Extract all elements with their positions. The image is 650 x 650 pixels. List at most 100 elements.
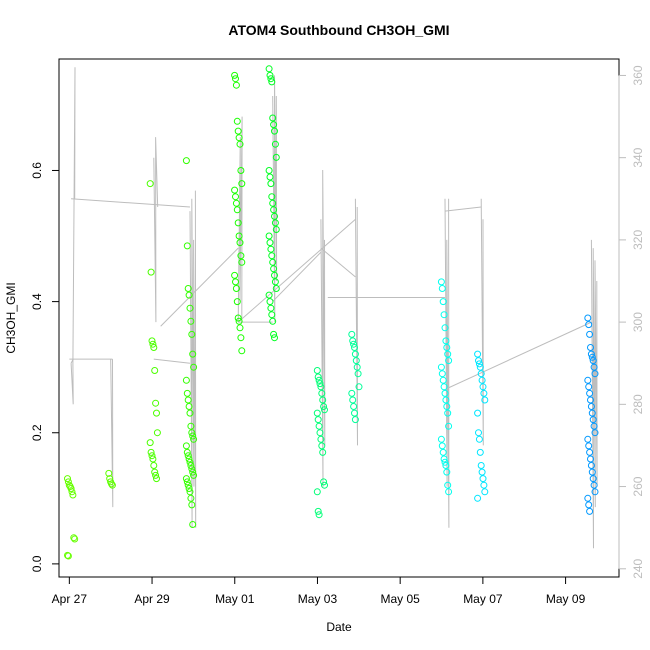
data-point-10-27: [584, 494, 592, 502]
data-point-3-13: [186, 409, 194, 417]
data-point-9-7: [480, 389, 488, 397]
data-point-10-4: [587, 350, 595, 358]
data-point-5-16: [271, 219, 279, 227]
data-point-8-20: [439, 448, 447, 456]
y-axis-label: CH3OH_GMI: [4, 282, 18, 353]
data-point-3-8: [190, 363, 198, 371]
data-point-1-4: [108, 481, 116, 489]
data-point-8-1: [438, 285, 446, 292]
data-point-3-1: [183, 242, 191, 250]
data-point-4-5: [235, 134, 243, 142]
data-point-7-12: [351, 409, 358, 417]
data-point-5-0: [265, 65, 273, 73]
data-point-9-10: [475, 429, 482, 437]
data-point-5-5: [270, 121, 278, 129]
data-point-3-9: [182, 376, 190, 384]
data-point-10-14: [588, 409, 596, 417]
data-point-5-24: [271, 271, 278, 279]
data-point-5-33: [271, 334, 278, 342]
data-point-3-31: [186, 488, 194, 496]
data-point-7-8: [355, 383, 363, 391]
y-axis: 0.0 0.2 0.4 0.6: [30, 162, 60, 572]
data-point-4-13: [234, 219, 242, 227]
data-point-4-8: [238, 180, 246, 188]
data-point-10-28: [585, 501, 593, 509]
data-point-9-5: [478, 376, 486, 384]
data-point-0-2: [65, 481, 73, 489]
data-point-1-0: [105, 469, 113, 477]
data-point-8-2: [439, 298, 447, 306]
data-point-4-15: [236, 239, 244, 247]
data-point-5-21: [268, 252, 276, 260]
data-point-4-11: [232, 199, 240, 207]
secondary-connector-10: [448, 321, 592, 389]
data-point-3-5: [187, 317, 195, 325]
data-point-5-23: [270, 265, 278, 273]
data-point-10-20: [586, 448, 594, 456]
y2-tick-label-3: 300: [631, 312, 645, 332]
data-point-2-6: [152, 399, 160, 407]
secondary-connector-2: [153, 358, 191, 364]
secondary-profile-3: [153, 137, 159, 323]
secondary-connector-5: [237, 218, 356, 323]
data-point-4-18: [231, 271, 239, 279]
data-point-6-5: [318, 389, 326, 397]
data-point-9-18: [474, 494, 482, 502]
y-tick-label-1: 0.2: [30, 424, 44, 441]
secondary-profile-6: [272, 75, 278, 323]
data-point-3-19: [183, 448, 191, 456]
data-point-0-0: [64, 475, 71, 483]
data-point-6-4: [317, 383, 325, 391]
data-point-5-10: [266, 173, 274, 181]
data-point-4-20: [232, 285, 240, 292]
data-point-2-10: [147, 448, 155, 456]
data-point-8-14: [442, 396, 450, 404]
secondary-connector-9: [444, 206, 482, 212]
data-point-3-22: [186, 458, 194, 466]
data-point-3-29: [184, 481, 192, 489]
secondary-series-layer: [69, 67, 598, 549]
data-point-3-7: [189, 350, 197, 358]
data-point-8-6: [443, 344, 451, 351]
data-point-5-25: [271, 278, 279, 286]
data-point-6-17: [321, 481, 328, 489]
data-point-6-3: [316, 380, 324, 388]
data-point-4-16: [237, 252, 245, 260]
data-point-3-11: [184, 396, 192, 404]
y2-tick-label-1: 260: [631, 476, 645, 496]
data-point-5-3: [268, 78, 276, 86]
plot-frame: [58, 58, 620, 578]
data-point-10-3: [587, 344, 594, 351]
y2-tick-label-0: 240: [631, 558, 645, 578]
data-point-8-18: [437, 435, 445, 443]
data-point-8-5: [442, 337, 450, 345]
data-point-5-8: [272, 153, 280, 161]
data-point-4-21: [233, 298, 241, 306]
secondary-connector-6: [272, 251, 322, 302]
data-point-3-17: [190, 435, 198, 443]
data-point-2-14: [151, 468, 159, 476]
data-point-9-16: [480, 481, 488, 489]
x-tick-label-5: May 07: [463, 592, 503, 606]
data-point-10-26: [591, 488, 599, 496]
data-point-8-10: [438, 370, 446, 378]
data-point-8-16: [444, 409, 452, 417]
data-point-5-32: [270, 330, 278, 338]
data-point-8-23: [442, 462, 450, 469]
data-point-9-9: [474, 409, 482, 417]
data-point-4-14: [235, 232, 243, 240]
x-tick-label-3: May 03: [298, 592, 338, 606]
data-point-3-24: [188, 465, 196, 473]
data-point-10-13: [587, 403, 595, 410]
data-point-9-11: [475, 435, 483, 443]
data-point-10-9: [584, 376, 592, 384]
data-point-6-6: [319, 396, 327, 404]
data-point-5-18: [265, 232, 273, 240]
data-point-8-3: [440, 311, 448, 319]
data-point-3-10: [183, 389, 191, 397]
data-point-7-11: [350, 403, 358, 410]
data-point-6-9: [313, 409, 321, 417]
data-point-5-12: [268, 193, 276, 201]
data-point-10-11: [586, 389, 594, 397]
x-axis-label: Date: [326, 620, 352, 634]
